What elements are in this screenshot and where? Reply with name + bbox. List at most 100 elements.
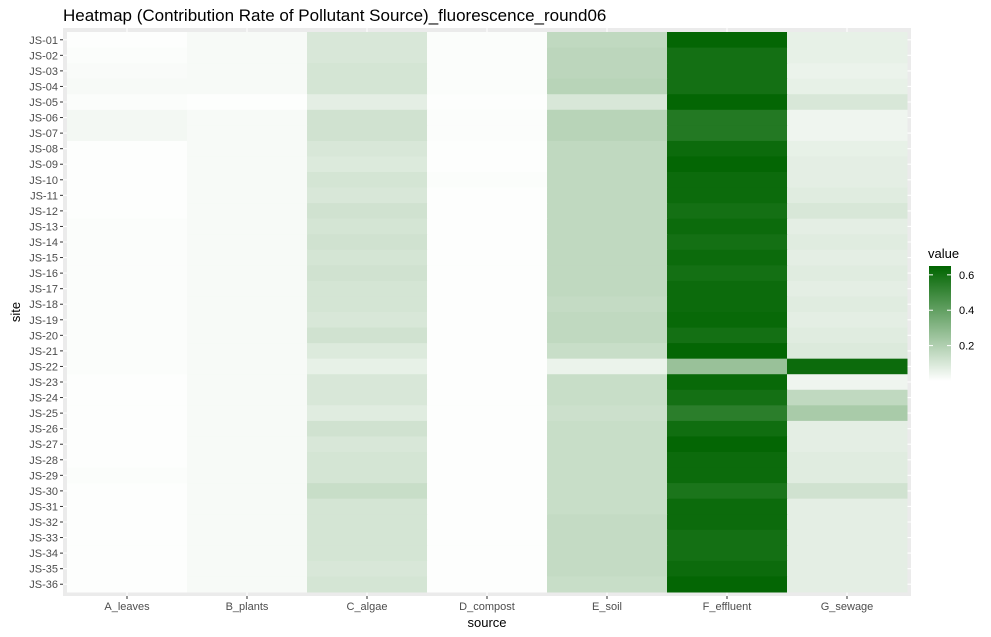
heatmap-cell	[67, 436, 188, 453]
x-tick-label: E_soil	[592, 601, 622, 613]
heatmap-cell	[187, 452, 308, 469]
heatmap-cell	[187, 47, 308, 64]
heatmap-cell	[427, 420, 548, 437]
y-tick-label: JS-02	[29, 50, 58, 62]
heatmap-cell	[307, 529, 428, 546]
heatmap-cell	[307, 483, 428, 500]
heatmap-cell	[307, 32, 428, 49]
y-tick-label: JS-26	[29, 424, 58, 436]
heatmap-cell	[787, 47, 908, 64]
heatmap-cell	[547, 203, 668, 220]
x-tick-label: B_plants	[226, 601, 269, 613]
heatmap-cell	[667, 172, 788, 189]
heatmap-cell	[667, 32, 788, 49]
heatmap-cell	[547, 172, 668, 189]
heatmap-cell	[547, 32, 668, 49]
heatmap-cell	[187, 374, 308, 391]
heatmap-cell	[667, 358, 788, 375]
heatmap-cell	[307, 405, 428, 422]
heatmap-cell	[67, 63, 188, 80]
heatmap-cell	[187, 156, 308, 173]
heatmap-cell	[787, 545, 908, 562]
heatmap-cell	[787, 140, 908, 157]
heatmap-cell	[667, 467, 788, 484]
heatmap-cell	[427, 343, 548, 360]
heatmap-cell	[547, 78, 668, 95]
heatmap-cell	[67, 576, 188, 593]
heatmap-cell	[427, 560, 548, 577]
heatmap-cell	[547, 467, 668, 484]
heatmap-cell	[787, 312, 908, 329]
y-tick-label: JS-29	[29, 470, 58, 482]
heatmap-cell	[67, 187, 188, 204]
legend-ticks: 0.2 0.4 0.6	[929, 270, 974, 353]
heatmap-cell	[547, 420, 668, 437]
heatmap-cell	[307, 343, 428, 360]
heatmap-cell	[67, 296, 188, 313]
y-tick-label: JS-27	[29, 439, 58, 451]
heatmap-cell	[667, 187, 788, 204]
heatmap-cell	[307, 358, 428, 375]
heatmap-cell	[307, 78, 428, 95]
heatmap-cell	[427, 265, 548, 282]
heatmap-cell	[667, 420, 788, 437]
heatmap-cell	[307, 420, 428, 437]
heatmap-cell	[427, 312, 548, 329]
heatmap-cell	[547, 280, 668, 297]
heatmap-cell	[667, 327, 788, 344]
heatmap-cell	[67, 389, 188, 406]
heatmap-cell	[67, 452, 188, 469]
heatmap-cell	[667, 296, 788, 313]
heatmap-cell	[667, 374, 788, 391]
heatmap-cell	[307, 265, 428, 282]
heatmap-cell	[787, 483, 908, 500]
x-tick-label: A_leaves	[104, 601, 150, 613]
x-tick-label: G_sewage	[821, 601, 874, 613]
heatmap-cell	[187, 125, 308, 142]
legend-title: value	[928, 246, 959, 261]
heatmap-cell	[667, 529, 788, 546]
y-tick-label: JS-23	[29, 377, 58, 389]
heatmap-cell	[667, 125, 788, 142]
chart-title: Heatmap (Contribution Rate of Pollutant …	[63, 6, 607, 25]
heatmap-cell	[547, 436, 668, 453]
y-tick-label: JS-13	[29, 221, 58, 233]
heatmap-cell	[307, 312, 428, 329]
heatmap-cell	[187, 560, 308, 577]
heatmap-cell	[787, 420, 908, 437]
heatmap-cell	[187, 436, 308, 453]
heatmap-cell	[67, 172, 188, 189]
heatmap-cell	[67, 343, 188, 360]
heatmap-cell	[787, 560, 908, 577]
heatmap-cell	[67, 498, 188, 515]
heatmap-cell	[307, 63, 428, 80]
y-tick-label: JS-36	[29, 579, 58, 591]
y-tick-label: JS-17	[29, 284, 58, 296]
heatmap-cell	[307, 218, 428, 235]
heatmap-cell	[427, 94, 548, 111]
heatmap-cell	[427, 249, 548, 266]
heatmap-cell	[187, 172, 308, 189]
x-axis: A_leaves B_plants C_algae D_compost E_soil F_…	[104, 596, 873, 613]
heatmap-cell	[787, 436, 908, 453]
heatmap-cell	[667, 389, 788, 406]
heatmap-cell	[67, 234, 188, 251]
legend-tick-label: 0.4	[959, 305, 974, 317]
heatmap-cell	[427, 483, 548, 500]
heatmap-cell	[667, 203, 788, 220]
heatmap-cell	[547, 156, 668, 173]
heatmap-cell	[307, 467, 428, 484]
heatmap-cell	[187, 498, 308, 515]
heatmap-cell	[787, 94, 908, 111]
heatmap-cell	[187, 514, 308, 531]
heatmap-cell	[547, 545, 668, 562]
heatmap-cell	[547, 312, 668, 329]
heatmap-cell	[67, 109, 188, 126]
heatmap-cell	[307, 514, 428, 531]
heatmap-cell	[427, 78, 548, 95]
heatmap-cell	[427, 140, 548, 157]
x-tick-label: F_effluent	[703, 601, 752, 613]
heatmap-cell	[547, 405, 668, 422]
heatmap-cell	[787, 125, 908, 142]
